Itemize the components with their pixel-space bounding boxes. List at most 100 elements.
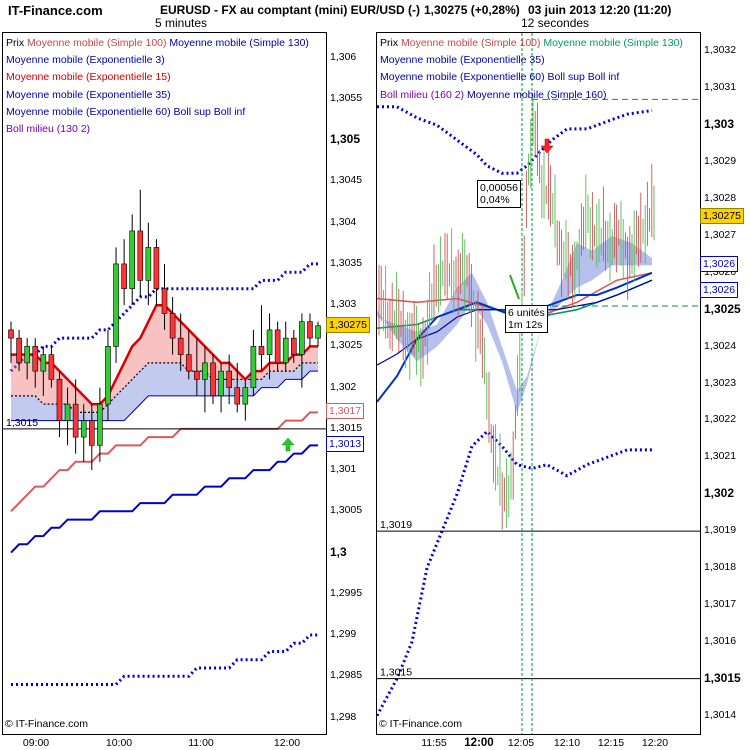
left-y-tick: 1,303 — [330, 298, 357, 311]
candle-body — [307, 321, 313, 339]
left-legend-row: Moyenne mobile (Exponentielle 35) — [6, 87, 309, 104]
left-legend-entry: Prix — [6, 37, 25, 49]
measure-arrow-icon — [509, 274, 520, 300]
measure-delta-line: 0,04% — [480, 194, 510, 206]
candle-body — [185, 354, 192, 372]
candle-body — [16, 337, 22, 364]
candle-body — [266, 329, 273, 355]
candle-body — [24, 346, 30, 364]
left-y-axis: 1,306 1,3055 1,305 1,3045 1,304 1,3035 1,303 1,… — [326, 32, 374, 733]
left-y-tick: 1,3 — [330, 544, 347, 559]
left-y-tick: 1,3025 — [330, 339, 363, 352]
sma130-line — [10, 444, 318, 554]
left-price-badge: 1,3017 — [326, 403, 365, 420]
left-chart-svg: 1,3015 — [3, 189, 326, 686]
measure-delta-line: 0,00056 — [480, 182, 518, 194]
candle-body — [72, 403, 79, 438]
right-chart-panel[interactable]: 1,3019 1,3015 Prix Moyenne mobile (Simple… — [376, 32, 701, 735]
left-y-tick: 1,3055 — [330, 91, 363, 104]
candle-body — [89, 420, 95, 446]
candle-body — [202, 362, 208, 380]
left-legend-row: Prix Moyenne mobile (Simple 100) Moyenne… — [6, 35, 309, 52]
left-legend-entry: Moyenne mobile (Simple 100) — [24, 37, 167, 49]
right-legend-entry: Moyenne mobile (Simple 130) — [540, 37, 683, 49]
left-y-tick: 1,305 — [330, 132, 361, 147]
timestamp: 03 juin 2013 12:20 (11:20) — [528, 3, 672, 17]
right-price-badge: 1,3026 — [700, 256, 739, 273]
right-x-tick: 12:10 — [553, 737, 581, 749]
candle-body — [113, 263, 119, 347]
left-x-tick: 09:00 — [22, 737, 50, 749]
boll-inf-line — [11, 633, 318, 686]
left-y-tick: 1,3005 — [330, 504, 363, 517]
left-legend-entry: Moyenne mobile (Simple 130) — [166, 37, 309, 49]
candle-body — [32, 346, 39, 372]
candle-body — [290, 337, 297, 355]
instrument-title: EURUSD - FX au comptant (mini) EUR/USD (… — [160, 3, 420, 17]
down-arrow-icon — [540, 138, 554, 154]
measure-duration-line: 6 unités — [508, 307, 545, 319]
candle-body — [56, 379, 63, 421]
ema15-ema35-band — [11, 305, 318, 413]
left-y-tick: 1,304 — [330, 215, 357, 228]
candle-body — [48, 354, 55, 380]
candle-body — [121, 263, 127, 289]
left-chart-panel[interactable]: 1,3015 Prix Moyenne mobile (Simple 100) … — [2, 32, 327, 735]
level-line-label: 1,3019 — [380, 519, 412, 531]
right-y-tick: 1,3031 — [704, 81, 737, 94]
left-x-tick: 10:00 — [105, 737, 133, 749]
left-y-tick: 1,302 — [330, 380, 357, 393]
left-legend-entry: Moyenne mobile (Exponentielle 35) — [6, 88, 171, 101]
left-y-tick: 1,299 — [330, 628, 357, 641]
boll-sup-line — [377, 105, 653, 175]
candle-body — [210, 362, 216, 397]
level-line-label: 1,3015 — [6, 417, 38, 429]
left-subtitle: 5 minutes — [155, 16, 208, 30]
ema35-ema60-band — [11, 362, 318, 421]
right-y-tick: 1,3021 — [704, 450, 737, 463]
ema35-line — [11, 362, 318, 413]
right-legend-entry: Moyenne mobile (Exponentielle 35) — [380, 54, 545, 67]
right-y-tick: 1,3023 — [704, 376, 737, 389]
right-legend-row: Moyenne mobile (Exponentielle 60) Boll s… — [380, 69, 683, 86]
left-y-tick: 1,2995 — [330, 586, 363, 599]
candle-body — [282, 337, 289, 364]
candle-body — [194, 370, 200, 380]
right-legend: Prix Moyenne mobile (Simple 100) Moyenne… — [380, 35, 683, 104]
right-y-tick: 1,3029 — [704, 155, 737, 168]
right-y-tick: 1,3027 — [704, 228, 737, 241]
left-y-tick: 1,3035 — [330, 256, 363, 269]
left-y-tick: 1,306 — [330, 50, 357, 63]
right-y-tick: 1,3014 — [704, 708, 737, 721]
right-legend-entry: Boll milieu (160 2) — [380, 88, 465, 101]
candle-body — [145, 247, 152, 281]
candle-body — [299, 321, 305, 355]
left-legend-row: Moyenne mobile (Exponentielle 15) — [6, 69, 309, 86]
candle-body — [105, 346, 111, 405]
left-price-badge: 1,30275 — [326, 316, 370, 333]
measure-duration-line: 1m 12s — [508, 319, 543, 331]
last-price: 1,30275 (+0,28%) — [424, 3, 520, 17]
candle-body — [161, 288, 168, 314]
left-legend-entry: Moyenne mobile (Exponentielle 60) Boll s… — [6, 105, 246, 118]
candle-body — [250, 346, 257, 388]
candle-body — [242, 387, 249, 405]
left-x-tick: 12:00 — [273, 737, 301, 749]
left-legend: Prix Moyenne mobile (Simple 100) Moyenne… — [6, 35, 309, 138]
right-y-tick: 1,3025 — [704, 301, 741, 316]
left-legend-entry: Boll milieu (130 2) — [6, 123, 91, 136]
right-y-tick: 1,3017 — [704, 597, 737, 610]
right-subtitle: 12 secondes — [521, 16, 590, 30]
right-x-tick: 11:55 — [421, 737, 447, 749]
candle-body — [218, 370, 224, 397]
right-footer: © IT-Finance.com — [379, 718, 463, 730]
left-y-tick: 1,298 — [330, 710, 357, 723]
right-legend-row: Moyenne mobile (Exponentielle 35) — [380, 52, 683, 69]
measure-duration-box: 6 unités 1m 12s — [505, 305, 548, 333]
candle-body — [129, 230, 135, 289]
brand-title: IT-Finance.com — [8, 3, 103, 18]
right-legend-entry: Prix — [380, 37, 399, 49]
right-y-tick: 1,3028 — [704, 192, 737, 205]
right-y-tick: 1,3018 — [704, 560, 737, 573]
candle-body — [97, 403, 103, 446]
